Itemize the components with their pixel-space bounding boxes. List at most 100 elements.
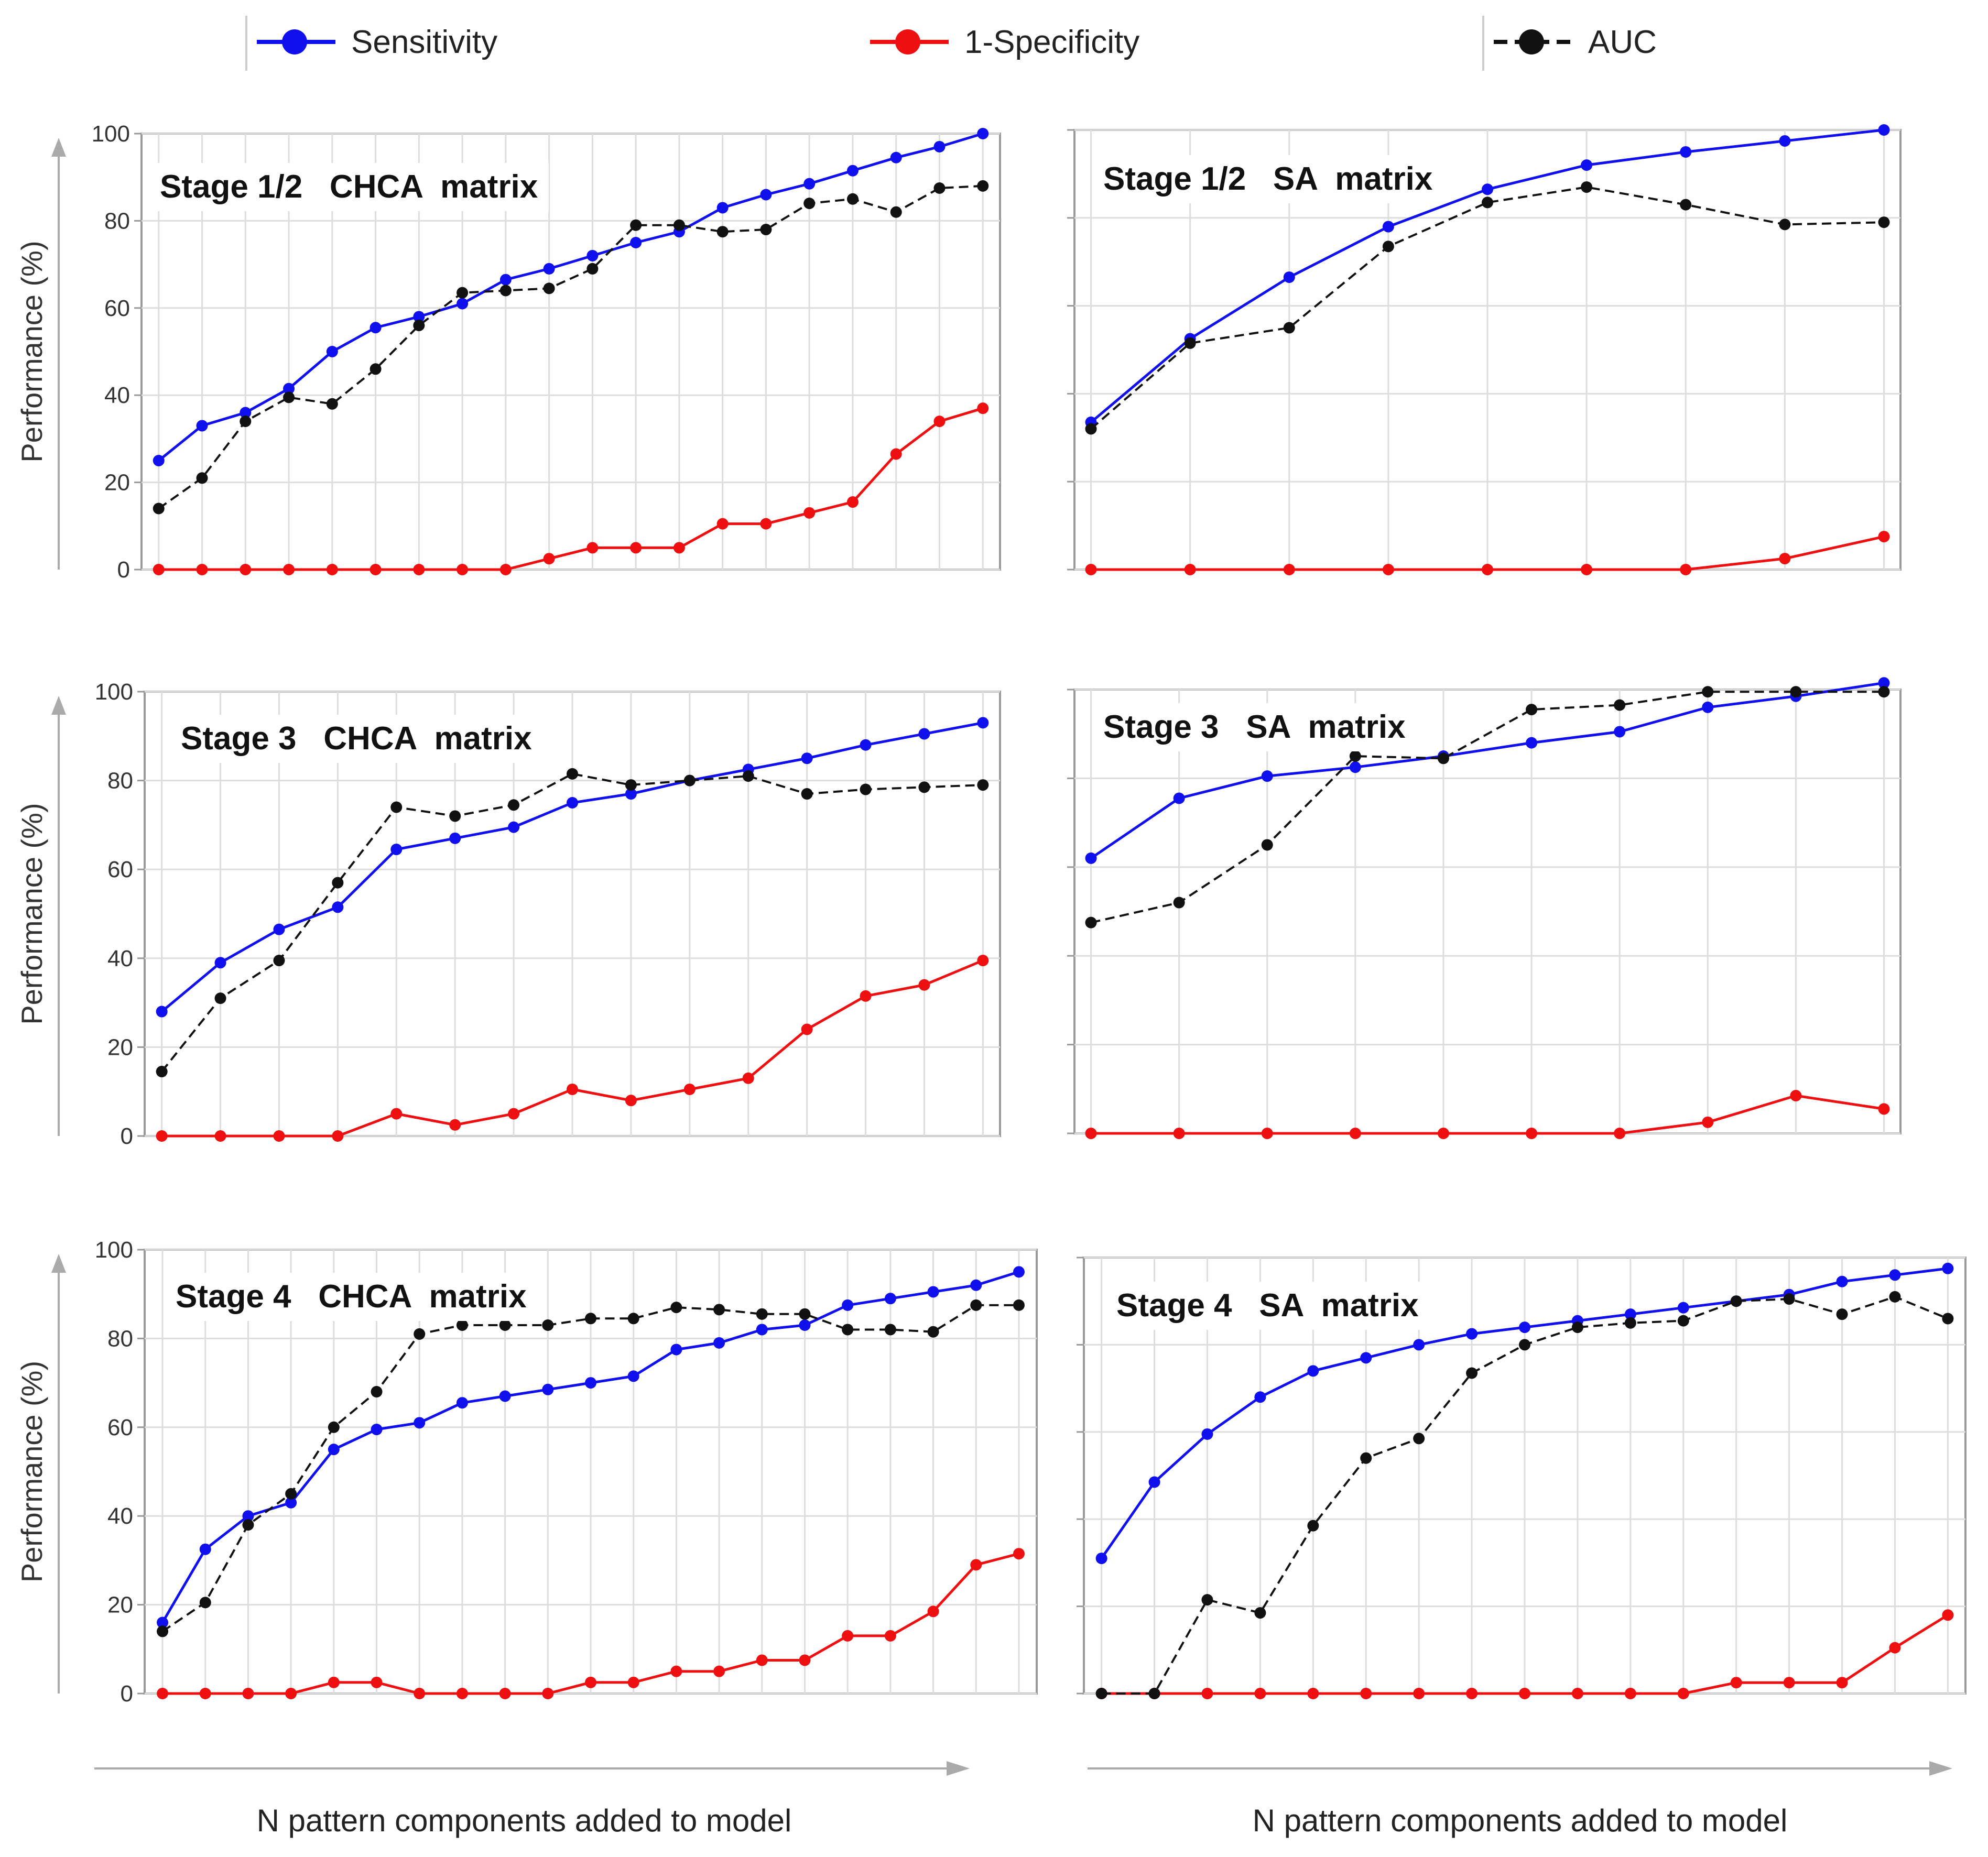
data-point-sensitivity	[801, 752, 813, 764]
data-point-sensitivity	[1148, 1476, 1160, 1488]
data-point-sensitivity	[799, 1319, 811, 1331]
data-point-1-specificity	[370, 564, 382, 575]
y-axis-arrow-head	[51, 1254, 66, 1273]
y-tick-label: 80	[107, 1326, 133, 1351]
data-point-sensitivity	[1702, 701, 1714, 713]
panel-title-background	[1093, 155, 1443, 203]
data-point-auc	[1437, 752, 1449, 764]
data-point-1-specificity	[1942, 1609, 1954, 1621]
data-point-1-specificity	[273, 1130, 285, 1142]
data-point-1-specificity	[1680, 564, 1692, 575]
data-point-1-specificity	[884, 1630, 896, 1642]
data-point-auc	[156, 1066, 168, 1078]
data-point-auc	[1283, 322, 1295, 334]
panel-title-background	[1093, 703, 1417, 751]
data-point-auc	[390, 801, 403, 813]
y-axis-arrow-head	[51, 138, 66, 157]
data-point-auc	[414, 1328, 426, 1340]
data-point-1-specificity	[585, 1676, 596, 1688]
panel-stage-3-sa-matrix: Stage 3 SA matrix	[1067, 677, 1902, 1139]
legend-marker-auc	[1519, 29, 1544, 54]
data-point-sensitivity	[1878, 677, 1890, 689]
data-point-sensitivity	[970, 1279, 982, 1291]
data-point-sensitivity	[842, 1299, 854, 1311]
data-point-1-specificity	[326, 564, 338, 575]
data-point-1-specificity	[673, 542, 685, 554]
data-point-1-specificity	[1382, 564, 1394, 575]
data-point-auc	[1526, 704, 1538, 716]
panel-stage-4-chca-matrix: 0 20 40 60 80 100 Performance (%) Stage 4 CHCA …	[15, 1237, 1038, 1707]
data-point-sensitivity	[1889, 1269, 1901, 1281]
panel-title: Stage 1/2 SA matrix	[1103, 161, 1433, 197]
data-point-auc	[285, 1488, 297, 1500]
data-point-sensitivity	[1382, 221, 1394, 233]
data-point-1-specificity	[630, 542, 642, 554]
series-line-1-specificity	[158, 407, 983, 571]
data-point-sensitivity	[760, 189, 772, 201]
data-point-sensitivity	[332, 901, 344, 913]
y-axis-label: Performance (%)	[15, 1361, 48, 1582]
panel-title-background	[149, 163, 549, 211]
data-point-auc	[499, 285, 512, 297]
data-point-sensitivity	[1413, 1339, 1425, 1351]
data-point-auc	[1942, 1313, 1954, 1325]
data-point-1-specificity	[1526, 1128, 1538, 1139]
data-point-1-specificity	[1254, 1688, 1266, 1699]
data-point-1-specificity	[508, 1108, 520, 1120]
data-point-sensitivity	[927, 1286, 939, 1298]
data-point-auc	[283, 391, 295, 403]
data-point-auc	[196, 472, 208, 484]
data-point-auc	[1571, 1321, 1583, 1334]
y-tick-label: 80	[107, 768, 133, 794]
data-point-sensitivity	[240, 407, 252, 419]
data-point-sensitivity	[214, 957, 226, 969]
data-point-auc	[918, 781, 930, 793]
data-point-sensitivity	[1680, 146, 1692, 158]
data-point-1-specificity	[1519, 1688, 1530, 1699]
data-point-1-specificity	[1360, 1688, 1372, 1699]
data-point-1-specificity	[1173, 1128, 1185, 1139]
data-point-auc	[1779, 219, 1791, 231]
y-tick-label: 40	[107, 946, 133, 971]
data-point-auc	[199, 1597, 211, 1609]
data-point-1-specificity	[543, 553, 555, 565]
data-point-1-specificity	[1783, 1677, 1795, 1689]
data-point-sensitivity	[1095, 1553, 1107, 1565]
x-axis-arrow-head	[947, 1761, 970, 1776]
y-tick-label: 80	[104, 208, 130, 234]
data-point-auc	[842, 1324, 854, 1336]
data-point-sensitivity	[499, 274, 512, 286]
y-tick-label: 20	[107, 1592, 133, 1618]
y-axis-label: Performance (%)	[15, 803, 48, 1024]
data-point-1-specificity	[1349, 1128, 1361, 1139]
data-point-sensitivity	[456, 1397, 468, 1409]
data-point-auc	[1201, 1594, 1213, 1606]
data-point-auc	[625, 779, 637, 791]
data-point-auc	[326, 398, 338, 410]
data-point-sensitivity	[1677, 1302, 1689, 1314]
data-point-sensitivity	[803, 178, 816, 190]
data-point-sensitivity	[1482, 183, 1493, 195]
y-tick-label: 20	[104, 470, 130, 496]
data-point-1-specificity	[1307, 1688, 1319, 1699]
data-point-auc	[801, 788, 813, 800]
data-point-auc	[1581, 181, 1593, 193]
panel-stage-1-2-sa-matrix: Stage 1/2 SA matrix	[1067, 124, 1902, 575]
data-point-auc	[1382, 241, 1394, 253]
y-tick-label: 0	[117, 557, 130, 583]
panel-title-group: Stage 4 CHCA matrix	[165, 1273, 538, 1321]
data-point-auc	[933, 182, 946, 194]
data-point-sensitivity	[283, 383, 295, 395]
y-tick-label: 0	[121, 1681, 133, 1707]
data-point-sensitivity	[586, 249, 599, 261]
data-point-sensitivity	[1201, 1428, 1213, 1440]
data-point-auc	[1307, 1520, 1319, 1532]
data-point-sensitivity	[933, 140, 946, 152]
data-point-1-specificity	[890, 448, 902, 460]
data-point-1-specificity	[756, 1654, 768, 1666]
data-point-auc	[927, 1326, 939, 1338]
legend-label-auc: AUC	[1588, 24, 1657, 60]
data-point-1-specificity	[214, 1130, 226, 1142]
panel-title-group: Stage 3 SA matrix	[1093, 703, 1417, 751]
data-point-sensitivity	[977, 128, 989, 139]
